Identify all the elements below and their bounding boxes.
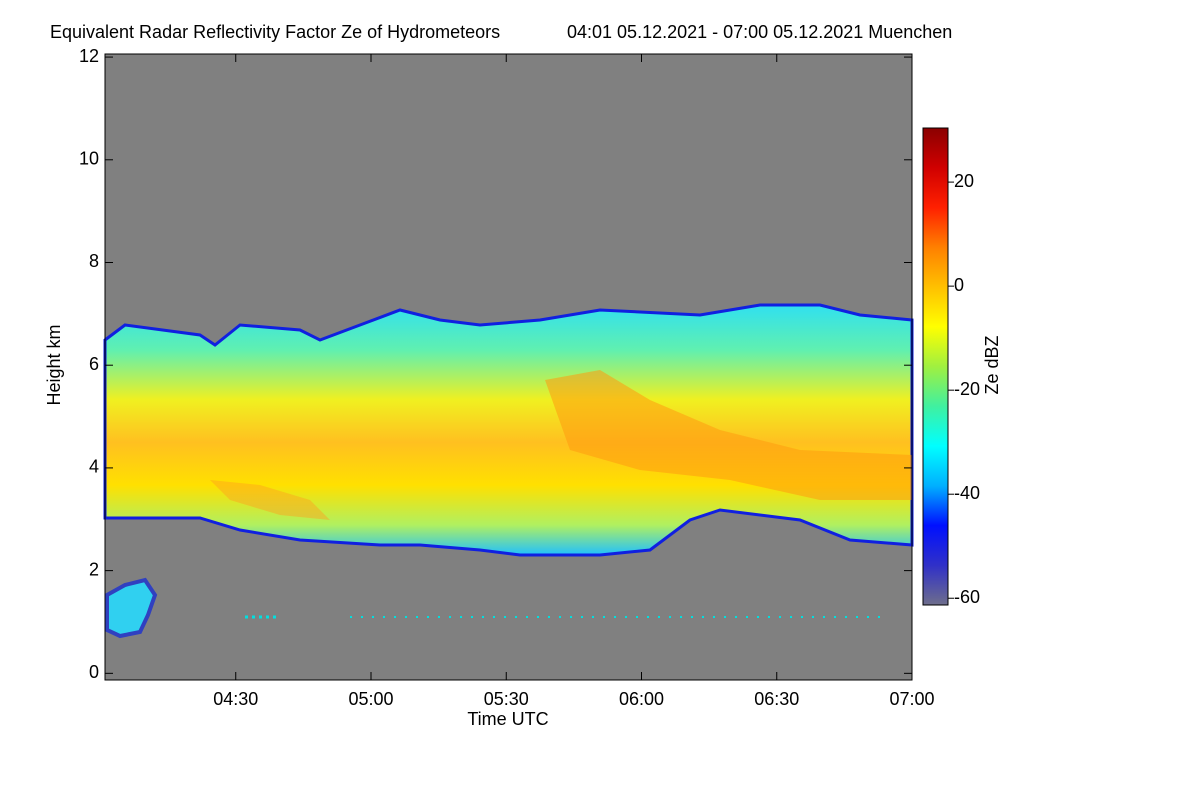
y-tick-label: 10 xyxy=(79,149,99,169)
y-axis-label: Height km xyxy=(44,324,64,405)
x-tick-label: 05:30 xyxy=(484,689,529,709)
x-tick-label: 07:00 xyxy=(889,689,934,709)
colorbar xyxy=(922,127,949,606)
plot-frame xyxy=(104,53,913,681)
x-axis-label: Time UTC xyxy=(467,709,548,729)
y-tick-label: 0 xyxy=(89,662,99,682)
x-tick-label: 06:00 xyxy=(619,689,664,709)
chart-subtitle: 04:01 05.12.2021 - 07:00 05.12.2021 Muen… xyxy=(567,22,952,42)
y-tick-label: 4 xyxy=(89,457,99,477)
colorbar-tick-label: 20 xyxy=(954,171,974,191)
colorbar-label: Ze dBZ xyxy=(982,335,1002,394)
chart-title: Equivalent Radar Reflectivity Factor Ze … xyxy=(50,22,500,42)
y-tick-label: 6 xyxy=(89,354,99,374)
low-echo xyxy=(105,577,158,639)
cloud-core xyxy=(545,370,912,500)
y-tick-label: 12 xyxy=(79,46,99,66)
cloud-field xyxy=(103,303,914,557)
x-tick-label: 04:30 xyxy=(213,689,258,709)
y-tick-label: 2 xyxy=(89,559,99,579)
x-tick-label: 05:00 xyxy=(348,689,393,709)
colorbar-tick-label: 0 xyxy=(954,275,964,295)
colorbar-tick-label: -20 xyxy=(954,379,980,399)
colorbar-tick-label: -40 xyxy=(954,483,980,503)
cloud-core xyxy=(210,480,330,520)
colorbar-tick-label: -60 xyxy=(954,587,980,607)
y-tick-label: 8 xyxy=(89,251,99,271)
x-tick-label: 06:30 xyxy=(754,689,799,709)
